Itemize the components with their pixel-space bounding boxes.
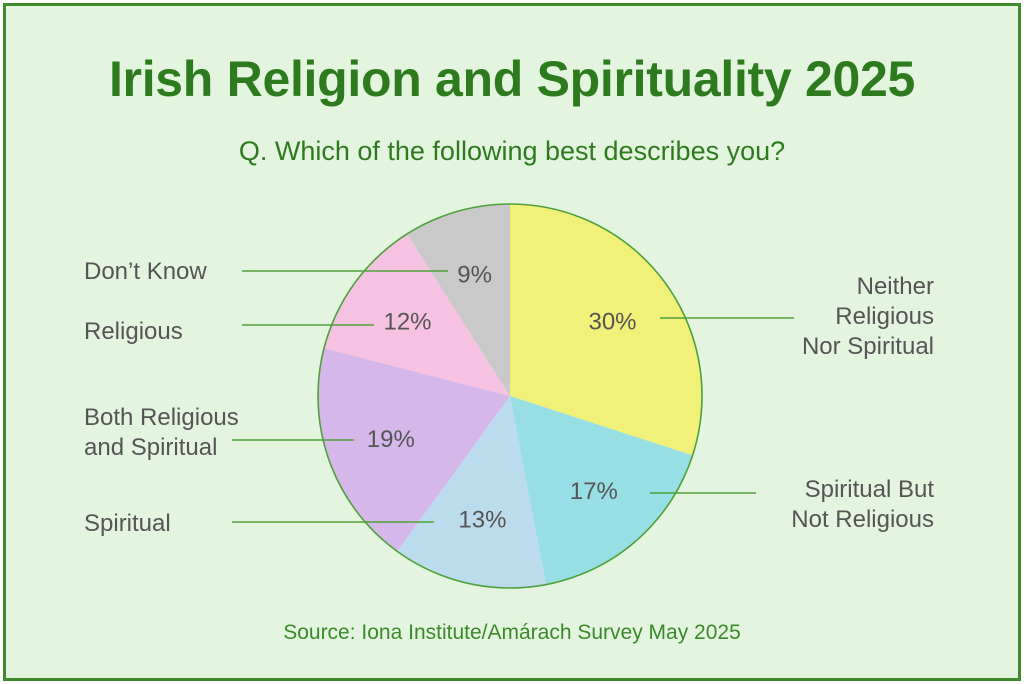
value-label-don-t-know: 9%: [457, 261, 492, 288]
leader-lines: [232, 270, 794, 523]
chart-subtitle: Q. Which of the following best describes…: [238, 136, 786, 166]
pie-slices: [317, 204, 702, 589]
chart-title: Irish Religion and Spirituality 2025: [108, 51, 916, 107]
pie-slice-spiritual-but-not-religious: [510, 396, 693, 585]
category-label-neither-religious-nor-spiritual: Neither: [857, 273, 934, 300]
value-label-spiritual-but-not-religious: 17%: [570, 478, 618, 505]
category-label-spiritual-but-not-religious: Spiritual But: [805, 476, 935, 503]
pie-outline: [317, 203, 703, 589]
value-label-neither-religious-nor-spiritual: 30%: [588, 309, 636, 336]
category-label-spiritual: Spiritual: [84, 510, 171, 537]
pie-slice-don-t-know: [407, 204, 510, 396]
pie-slice-religious: [324, 233, 510, 396]
source-note: Source: Iona Institute/Amárach Survey Ma…: [283, 621, 741, 644]
category-label-religious: Religious: [84, 318, 183, 345]
pie-labels: 30% Neither Religious Nor Spiritual 17% Spiri…: [84, 258, 934, 537]
category-label-both-religious-and-spiritual: Both Religious: [84, 404, 239, 431]
pie-slice-spiritual: [397, 396, 546, 589]
pie-slice-neither-religious-nor-spiritual: [510, 204, 702, 456]
category-label-neither-religious-nor-spiritual: Nor Spiritual: [802, 333, 934, 360]
pie-slice-both-religious-and-spiritual: [317, 348, 510, 552]
value-label-spiritual: 13%: [458, 507, 506, 534]
category-label-don-t-know: Don’t Know: [84, 258, 207, 285]
value-label-religious: 12%: [383, 309, 431, 336]
category-label-neither-religious-nor-spiritual: Religious: [835, 303, 934, 330]
category-label-spiritual-but-not-religious: Not Religious: [791, 506, 934, 533]
value-label-both-religious-and-spiritual: 19%: [367, 426, 415, 453]
category-label-both-religious-and-spiritual: and Spiritual: [84, 434, 217, 461]
